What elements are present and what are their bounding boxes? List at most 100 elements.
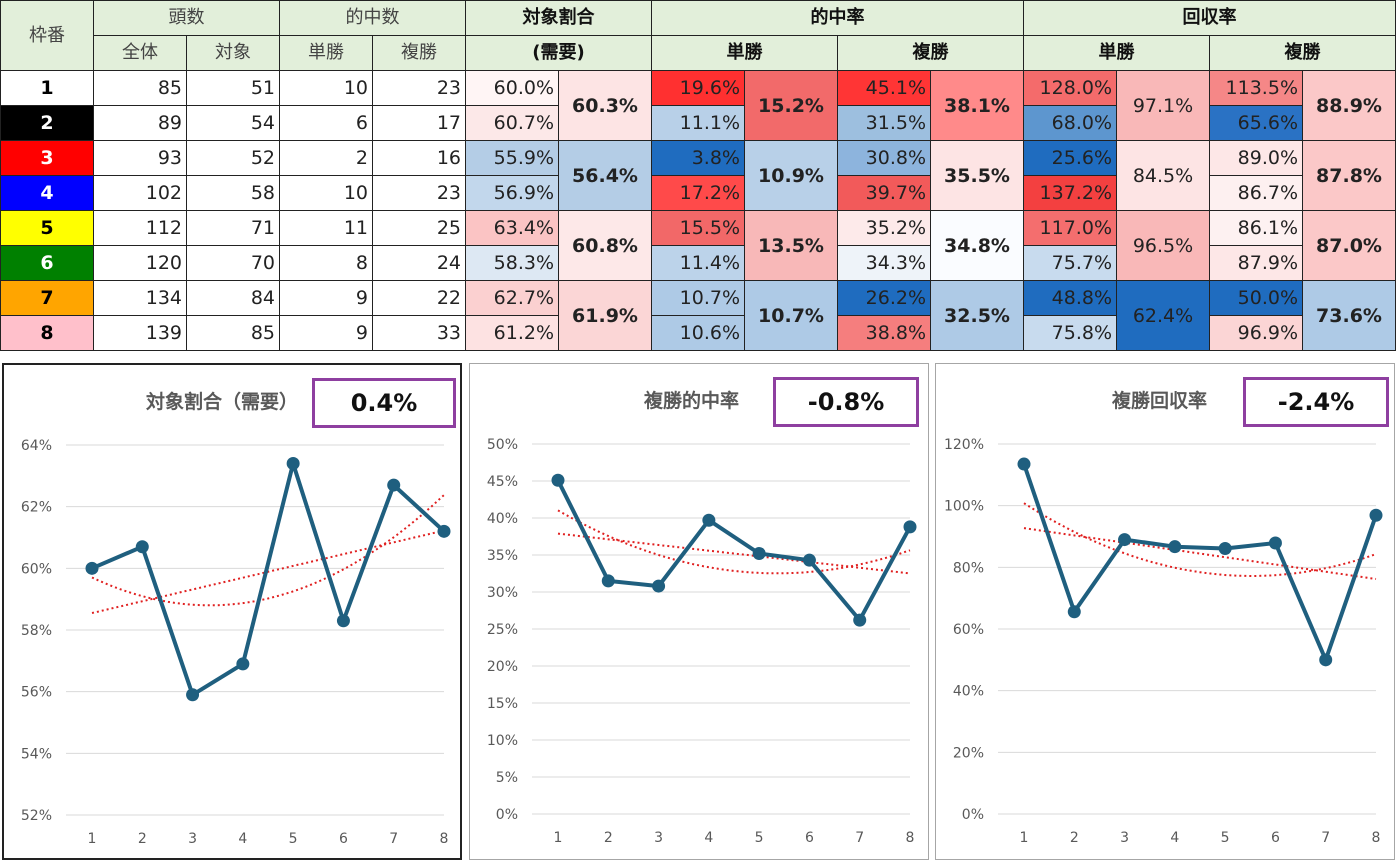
group-recovery-win: 84.5%: [1116, 140, 1210, 211]
y-tick-label: 60%: [21, 561, 52, 577]
y-tick-label: 50%: [487, 437, 518, 453]
chart-svg: 0% 20% 40% 60% 80% 100% 120% 1 2 3 4 5 6 7 8: [944, 437, 1383, 846]
recovery-win: 48.8%: [1023, 280, 1117, 316]
group-hit-rate-place: 34.8%: [930, 210, 1024, 281]
y-tick-label: 120%: [944, 437, 984, 453]
table-row: 3 93 52 2 16 55.9% 56.4% 3.8% 10.9% 30.8% 35.5% 25.…: [0, 140, 1396, 211]
target-ratio: 58.3%: [465, 245, 559, 281]
x-tick-label: 2: [138, 831, 147, 847]
gate-number: 5: [0, 210, 94, 246]
y-tick-label: 56%: [21, 685, 52, 701]
count-all: 93: [93, 140, 187, 176]
table-row: 7 134 84 9 22 62.7% 61.9% 10.7% 10.7% 26.2% 32.5% 4…: [0, 280, 1396, 351]
header-target-ratio: 対象割合: [465, 0, 652, 36]
hits-place: 24: [372, 245, 466, 281]
data-point: [1067, 605, 1081, 619]
hit-rate-place: 31.5%: [837, 105, 931, 141]
group-hit-rate-place: 32.5%: [930, 280, 1024, 351]
count-all: 134: [93, 280, 187, 316]
y-tick-label: 54%: [21, 746, 52, 762]
data-point: [85, 561, 99, 575]
hits-win: 9: [279, 280, 373, 316]
y-tick-label: 10%: [487, 733, 518, 749]
x-tick-label: 7: [855, 830, 864, 846]
count-all: 85: [93, 70, 187, 106]
hit-rate-place: 35.2%: [837, 210, 931, 246]
chart-title: 複勝的中率: [644, 390, 740, 412]
x-tick-label: 8: [1372, 830, 1381, 846]
x-tick-label: 7: [1321, 830, 1330, 846]
header-hits-win: 単勝: [279, 35, 373, 71]
group-target-ratio: 56.4%: [558, 140, 652, 211]
header-rec-place: 複勝: [1209, 35, 1396, 71]
header-heads-target: 対象: [186, 35, 280, 71]
polynomial-trendline: [91, 494, 445, 607]
group-hit-rate-place: 38.1%: [930, 70, 1024, 141]
x-tick-label: 6: [805, 830, 814, 846]
recovery-place: 86.7%: [1209, 175, 1303, 211]
recovery-place: 50.0%: [1209, 280, 1303, 316]
data-point: [551, 473, 565, 487]
table-row: 4 102 58 10 23 56.9% 17.2% 39.7% 137.2% 86.7%: [0, 175, 1396, 211]
recovery-place: 89.0%: [1209, 140, 1303, 176]
data-point: [1369, 508, 1383, 522]
chart-svg: 0% 5% 10% 15% 20% 25% 30% 35% 40% 45% 50% 1 2 3 4 5 6 7 8: [487, 437, 917, 846]
x-tick-label: 6: [339, 831, 348, 847]
gate-number: 1: [0, 70, 94, 106]
count-all: 89: [93, 105, 187, 141]
hit-rate-win: 10.6%: [651, 315, 745, 351]
count-target: 52: [186, 140, 280, 176]
count-all: 112: [93, 210, 187, 246]
x-tick-label: 2: [1070, 830, 1079, 846]
group-hit-rate-win: 10.9%: [744, 140, 838, 211]
chart-title: 対象割合（需要）: [146, 391, 299, 413]
hits-win: 9: [279, 315, 373, 351]
hit-rate-place: 39.7%: [837, 175, 931, 211]
data-point: [652, 579, 666, 593]
count-target: 71: [186, 210, 280, 246]
y-tick-label: 58%: [21, 623, 52, 639]
y-tick-label: 62%: [21, 500, 52, 516]
recovery-place: 96.9%: [1209, 315, 1303, 351]
x-tick-label: 5: [1221, 830, 1230, 846]
x-tick-label: 7: [389, 831, 398, 847]
series-line: [556, 479, 912, 623]
data-point: [1118, 533, 1132, 547]
chart-panel-place-recovery: 複勝回収率 -2.4% 0% 20% 40% 60% 80% 100% 120% 1 2 3 4 5 6…: [935, 363, 1395, 860]
linear-trendline: [1023, 527, 1377, 580]
data-point: [1268, 536, 1282, 550]
x-tick-label: 3: [1120, 830, 1129, 846]
target-ratio: 61.2%: [465, 315, 559, 351]
hits-win: 2: [279, 140, 373, 176]
x-tick-label: 5: [755, 830, 764, 846]
hit-rate-win: 10.7%: [651, 280, 745, 316]
y-tick-label: 0%: [496, 807, 518, 823]
data-point: [752, 547, 766, 561]
gate-number: 7: [0, 280, 94, 316]
table-row: 8 139 85 9 33 61.2% 10.6% 38.8% 75.8% 96.9%: [0, 315, 1396, 351]
data-point: [286, 457, 300, 470]
recovery-place: 65.6%: [1209, 105, 1303, 141]
data-point: [1319, 653, 1333, 667]
data-point: [802, 553, 816, 567]
y-tick-label: 20%: [953, 745, 984, 761]
hits-win: 11: [279, 210, 373, 246]
recovery-win: 25.6%: [1023, 140, 1117, 176]
hit-rate-win: 3.8%: [651, 140, 745, 176]
header-hit-rate: 的中率: [651, 0, 1024, 36]
recovery-win: 68.0%: [1023, 105, 1117, 141]
count-target: 85: [186, 315, 280, 351]
y-tick-label: 40%: [953, 684, 984, 700]
y-tick-label: 25%: [487, 622, 518, 638]
polynomial-trendline: [1023, 502, 1377, 578]
linear-trendline: [557, 532, 911, 575]
data-point: [437, 524, 451, 538]
hit-rate-place: 38.8%: [837, 315, 931, 351]
header-hits: 的中数: [279, 0, 466, 36]
count-target: 70: [186, 245, 280, 281]
x-tick-label: 1: [88, 831, 97, 847]
hits-place: 25: [372, 210, 466, 246]
header-rec-win: 単勝: [1023, 35, 1210, 71]
data-point: [336, 614, 350, 628]
data-point: [1218, 542, 1232, 556]
